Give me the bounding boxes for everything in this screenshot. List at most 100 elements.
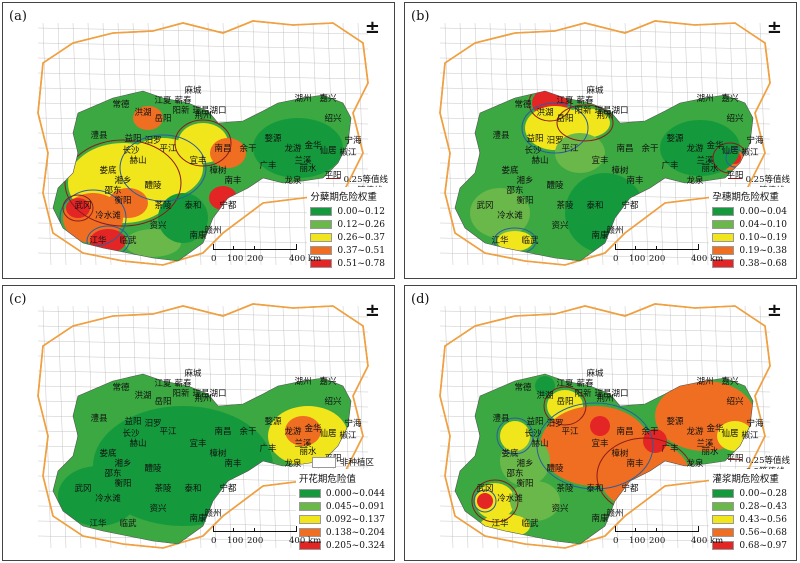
place-label: 龙泉: [686, 175, 704, 186]
place-label: 荆州: [596, 110, 613, 121]
place-label: 江华: [491, 518, 509, 529]
place-label: 婺源: [666, 416, 684, 427]
place-label: 赣州: [204, 508, 221, 519]
place-label: 赣州: [606, 508, 623, 519]
place-label: 湘乡: [516, 175, 533, 186]
scale-tick: 0: [211, 536, 217, 546]
place-label: 临武: [521, 518, 539, 529]
scale-tick: 0: [613, 254, 619, 264]
risk-zone: [158, 193, 208, 243]
place-label: 南丰: [224, 175, 242, 186]
place-label: 南康: [591, 230, 609, 241]
place-label: 嘉兴: [319, 376, 337, 387]
place-label: 临武: [521, 235, 539, 246]
place-label: 醴陵: [144, 463, 162, 474]
county-line: [37, 87, 369, 95]
risk-zone: [133, 106, 163, 130]
place-label: 洪湖: [536, 107, 553, 118]
place-label: 绍兴: [726, 113, 744, 124]
study-region-outline: [52, 373, 352, 545]
place-label: 湖口: [209, 389, 226, 399]
place-label: 嘉兴: [721, 376, 739, 387]
legend-item: 0.00~0.12: [337, 206, 385, 217]
place-label: 邵东: [104, 468, 121, 479]
place-label: 湖州: [696, 94, 713, 104]
isoline: [174, 119, 232, 167]
place-label: 醴陵: [546, 463, 564, 474]
place-label: 湘乡: [114, 458, 131, 469]
place-label: 蕲春: [576, 95, 594, 106]
place-label: 荆州: [596, 393, 613, 404]
place-label: 龙泉: [284, 458, 302, 469]
legend-item: 0.04~0.10: [739, 219, 787, 230]
place-label: 娄底: [99, 448, 117, 459]
place-label: 麻城: [586, 368, 604, 379]
place-label: 丽水: [299, 163, 317, 174]
place-label: 资兴: [551, 503, 569, 514]
place-label: 阳新: [172, 105, 190, 116]
place-label: 余干: [239, 143, 257, 154]
legend-item: 0.26~0.37: [337, 232, 385, 243]
place-label: 赫山: [129, 155, 146, 166]
place-label: 资兴: [149, 220, 167, 231]
place-label: 湘乡: [516, 458, 533, 469]
nonplant-legend: 非种植区: [311, 456, 374, 468]
place-label: 宁都: [219, 200, 237, 211]
place-label: 兰溪: [294, 155, 312, 166]
place-label: 长沙: [122, 145, 140, 156]
legend-item: 0.205~0.324: [325, 540, 385, 551]
place-label: 江华: [491, 235, 509, 246]
place-label: 婺源: [264, 133, 282, 144]
province-outline: [37, 20, 369, 266]
legend-title: 开花期危险值: [298, 474, 356, 485]
isoline: [62, 194, 94, 222]
place-label: 武冈: [476, 200, 493, 211]
place-label: 南丰: [626, 175, 644, 186]
legend-item: 0.092~0.137: [325, 514, 385, 525]
place-label: 瑞昌: [192, 388, 209, 399]
panel-label: (a): [9, 9, 27, 24]
place-label: 湖口: [611, 106, 628, 116]
place-label: 樟树: [611, 448, 629, 459]
north-arrow-icon: ±: [766, 300, 782, 321]
place-label: 南昌: [214, 426, 231, 437]
place-label: 澧县: [492, 130, 510, 141]
place-label: 武冈: [74, 483, 91, 494]
place-label: 洪湖: [536, 390, 553, 401]
place-label: 江夏: [154, 379, 172, 389]
place-label: 常德: [112, 99, 130, 110]
place-label: 蕲春: [174, 378, 192, 389]
isoline-025-label: 0.25等值线: [343, 174, 388, 185]
place-label: 赫山: [129, 438, 146, 449]
place-label: 长沙: [524, 428, 542, 439]
place-label: 余干: [641, 426, 659, 437]
place-label: 宁海: [344, 418, 362, 429]
place-label: 丽水: [299, 446, 317, 457]
place-label: 邵东: [506, 468, 523, 479]
place-label: 娄底: [501, 448, 519, 459]
scale-tick: 200: [649, 254, 666, 264]
scale-tick: 400 km: [691, 536, 724, 546]
risk-zone: [560, 108, 610, 138]
place-label: 汨罗: [546, 136, 563, 146]
place-label: 绍兴: [726, 396, 744, 407]
county-line: [37, 72, 369, 80]
place-label: 仙居: [721, 428, 738, 439]
place-label: 阳新: [574, 105, 592, 116]
place-label: 赣州: [204, 225, 221, 236]
county-line: [439, 72, 771, 80]
place-label: 江夏: [556, 96, 574, 106]
place-label: 衡阳: [114, 478, 131, 489]
place-label: 南昌: [214, 143, 231, 154]
place-label: 南丰: [224, 458, 242, 469]
place-label: 椒江: [339, 147, 357, 158]
risk-zone: [510, 481, 560, 521]
risk-zone: [590, 416, 610, 436]
legend-item: 0.045~0.091: [325, 501, 385, 512]
place-label: 宜丰: [189, 438, 207, 449]
risk-zone: [470, 188, 530, 238]
panel-label: (b): [411, 9, 430, 24]
place-label: 湖口: [611, 389, 628, 399]
scale-tick: 200: [649, 536, 666, 546]
